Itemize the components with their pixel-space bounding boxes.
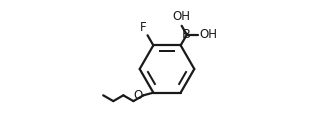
- Text: OH: OH: [173, 10, 191, 23]
- Text: F: F: [140, 21, 146, 34]
- Text: O: O: [134, 89, 143, 102]
- Text: B: B: [182, 28, 191, 41]
- Text: OH: OH: [199, 28, 217, 41]
